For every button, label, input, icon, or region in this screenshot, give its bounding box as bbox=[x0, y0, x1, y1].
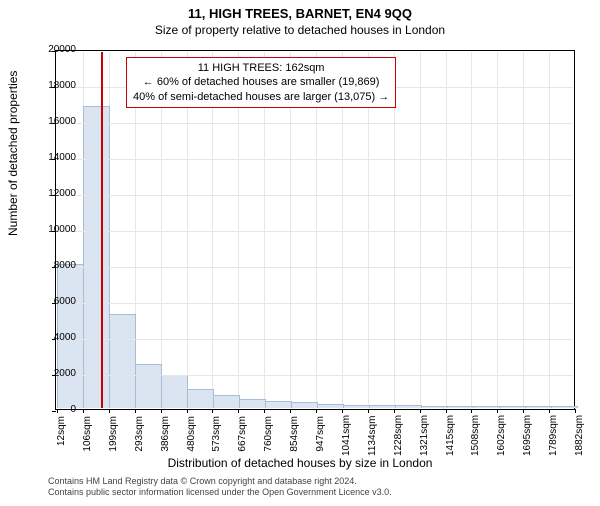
x-axis-label: Distribution of detached houses by size … bbox=[0, 456, 600, 470]
xtick-mark bbox=[161, 409, 162, 413]
xtick-mark bbox=[212, 409, 213, 413]
y-axis-label: Number of detached properties bbox=[6, 71, 20, 236]
histogram-bar bbox=[447, 406, 474, 408]
ytick-label: 8000 bbox=[32, 260, 76, 271]
xtick-mark bbox=[342, 409, 343, 413]
xtick-mark bbox=[316, 409, 317, 413]
xtick-label: 12sqm bbox=[56, 416, 67, 456]
footnote: Contains HM Land Registry data © Crown c… bbox=[48, 476, 392, 498]
annotation-box: 11 HIGH TREES: 162sqm ← 60% of detached … bbox=[126, 57, 396, 108]
xtick-label: 854sqm bbox=[289, 416, 300, 456]
gridline-h bbox=[57, 195, 573, 196]
xtick-label: 199sqm bbox=[108, 416, 119, 456]
xtick-mark bbox=[187, 409, 188, 413]
histogram-bar bbox=[187, 389, 214, 408]
xtick-mark bbox=[420, 409, 421, 413]
histogram-bar bbox=[213, 395, 240, 408]
xtick-mark bbox=[135, 409, 136, 413]
xtick-mark bbox=[497, 409, 498, 413]
gridline-v bbox=[420, 52, 421, 408]
ytick-label: 14000 bbox=[32, 152, 76, 163]
histogram-bar bbox=[421, 406, 448, 408]
xtick-mark bbox=[549, 409, 550, 413]
xtick-mark bbox=[238, 409, 239, 413]
xtick-label: 1508sqm bbox=[470, 416, 481, 456]
xtick-mark bbox=[523, 409, 524, 413]
gridline-h bbox=[57, 339, 573, 340]
gridline-v bbox=[497, 52, 498, 408]
xtick-label: 1134sqm bbox=[367, 416, 378, 456]
ytick-label: 4000 bbox=[32, 332, 76, 343]
xtick-label: 1789sqm bbox=[548, 416, 559, 456]
xtick-mark bbox=[109, 409, 110, 413]
ytick-label: 16000 bbox=[32, 116, 76, 127]
histogram-bar bbox=[109, 314, 136, 408]
xtick-mark bbox=[394, 409, 395, 413]
xtick-label: 1415sqm bbox=[445, 416, 456, 456]
ytick-label: 6000 bbox=[32, 296, 76, 307]
footnote-line1: Contains HM Land Registry data © Crown c… bbox=[48, 476, 392, 487]
ytick-label: 12000 bbox=[32, 188, 76, 199]
histogram-bar bbox=[343, 405, 370, 409]
xtick-label: 1602sqm bbox=[496, 416, 507, 456]
histogram-bar bbox=[473, 406, 500, 408]
histogram-bar bbox=[265, 401, 292, 408]
histogram-bar bbox=[239, 399, 266, 408]
xtick-label: 1882sqm bbox=[574, 416, 585, 456]
gridline-h bbox=[57, 375, 573, 376]
xtick-mark bbox=[575, 409, 576, 413]
xtick-label: 106sqm bbox=[82, 416, 93, 456]
histogram-bar bbox=[369, 405, 396, 408]
xtick-mark bbox=[290, 409, 291, 413]
xtick-mark bbox=[264, 409, 265, 413]
gridline-h bbox=[57, 303, 573, 304]
histogram-bar bbox=[135, 364, 162, 408]
xtick-mark bbox=[368, 409, 369, 413]
ytick-label: 20000 bbox=[32, 44, 76, 55]
gridline-v bbox=[523, 52, 524, 408]
xtick-mark bbox=[446, 409, 447, 413]
xtick-label: 480sqm bbox=[186, 416, 197, 456]
xtick-label: 293sqm bbox=[134, 416, 145, 456]
gridline-v bbox=[549, 52, 550, 408]
gridline-v bbox=[471, 52, 472, 408]
xtick-label: 573sqm bbox=[211, 416, 222, 456]
xtick-label: 386sqm bbox=[160, 416, 171, 456]
chart-subtitle: Size of property relative to detached ho… bbox=[0, 23, 600, 37]
xtick-label: 1228sqm bbox=[393, 416, 404, 456]
histogram-bar bbox=[499, 406, 526, 408]
histogram-bar bbox=[525, 406, 552, 408]
annotation-line3: 40% of semi-detached houses are larger (… bbox=[133, 90, 389, 104]
gridline-v bbox=[446, 52, 447, 408]
footnote-line2: Contains public sector information licen… bbox=[48, 487, 392, 498]
ytick-label: 0 bbox=[32, 404, 76, 415]
histogram-bar bbox=[291, 402, 318, 408]
xtick-label: 1321sqm bbox=[419, 416, 430, 456]
histogram-bar bbox=[395, 405, 422, 408]
histogram-bar bbox=[83, 106, 110, 408]
xtick-mark bbox=[471, 409, 472, 413]
plot-area: 11 HIGH TREES: 162sqm ← 60% of detached … bbox=[55, 50, 575, 410]
property-marker-line bbox=[101, 52, 103, 408]
ytick-label: 2000 bbox=[32, 368, 76, 379]
annotation-line1: 11 HIGH TREES: 162sqm bbox=[133, 61, 389, 75]
gridline-h bbox=[57, 267, 573, 268]
xtick-mark bbox=[83, 409, 84, 413]
histogram-bar bbox=[317, 404, 344, 408]
xtick-label: 947sqm bbox=[315, 416, 326, 456]
ytick-label: 10000 bbox=[32, 224, 76, 235]
chart-title: 11, HIGH TREES, BARNET, EN4 9QQ bbox=[0, 6, 600, 21]
gridline-h bbox=[57, 159, 573, 160]
ytick-label: 18000 bbox=[32, 80, 76, 91]
xtick-label: 1041sqm bbox=[341, 416, 352, 456]
histogram-bar bbox=[161, 375, 188, 408]
xtick-label: 667sqm bbox=[237, 416, 248, 456]
gridline-h bbox=[57, 231, 573, 232]
chart-area: 11 HIGH TREES: 162sqm ← 60% of detached … bbox=[55, 50, 575, 410]
xtick-label: 760sqm bbox=[263, 416, 274, 456]
annotation-line2: ← 60% of detached houses are smaller (19… bbox=[133, 75, 389, 89]
gridline-h bbox=[57, 123, 573, 124]
xtick-label: 1695sqm bbox=[522, 416, 533, 456]
histogram-bar bbox=[551, 406, 578, 408]
